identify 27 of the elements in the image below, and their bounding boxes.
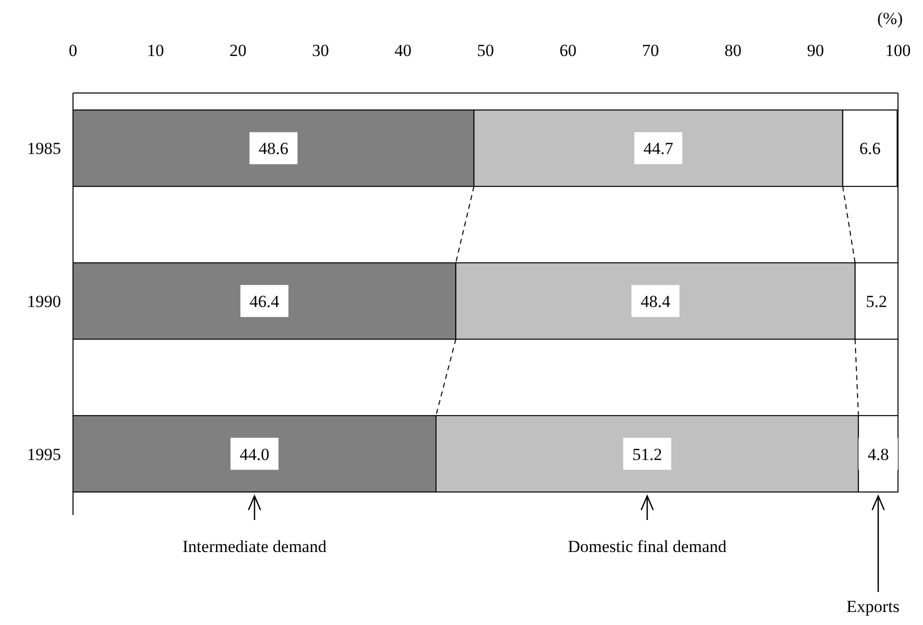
text: 44.7 xyxy=(643,139,674,158)
x-tick-label: 0 xyxy=(68,41,78,60)
legend-label: Intermediate demand xyxy=(182,537,327,556)
x-tick-label: 100 xyxy=(885,41,911,60)
x-tick-label: 90 xyxy=(807,41,824,60)
text: 4.8 xyxy=(868,444,889,464)
text: 6.6 xyxy=(859,139,881,158)
y-tick-label: 1985 xyxy=(27,139,61,158)
text: 48.4 xyxy=(640,292,670,311)
text: 48.6 xyxy=(258,139,288,158)
x-axis-title: (%) xyxy=(877,9,903,28)
x-tick-label: 20 xyxy=(230,41,246,60)
x-tick-label: 80 xyxy=(724,41,742,60)
text: 46.4 xyxy=(250,292,280,311)
text: 5.2 xyxy=(866,292,888,311)
y-tick-label: 1990 xyxy=(27,292,61,311)
text: 51.2 xyxy=(632,444,662,464)
x-tick-label: 10 xyxy=(147,41,164,60)
x-tick-label: 40 xyxy=(394,41,412,60)
x-tick-label: 60 xyxy=(560,41,576,60)
x-tick-label: 70 xyxy=(642,41,659,60)
x-tick-label: 30 xyxy=(312,41,329,60)
legend-label: Domestic final demand xyxy=(568,537,728,556)
x-tick-label: 50 xyxy=(477,41,494,60)
text: Exports xyxy=(846,597,900,616)
text: 44.0 xyxy=(240,444,270,464)
y-tick-label: 1995 xyxy=(27,444,61,464)
